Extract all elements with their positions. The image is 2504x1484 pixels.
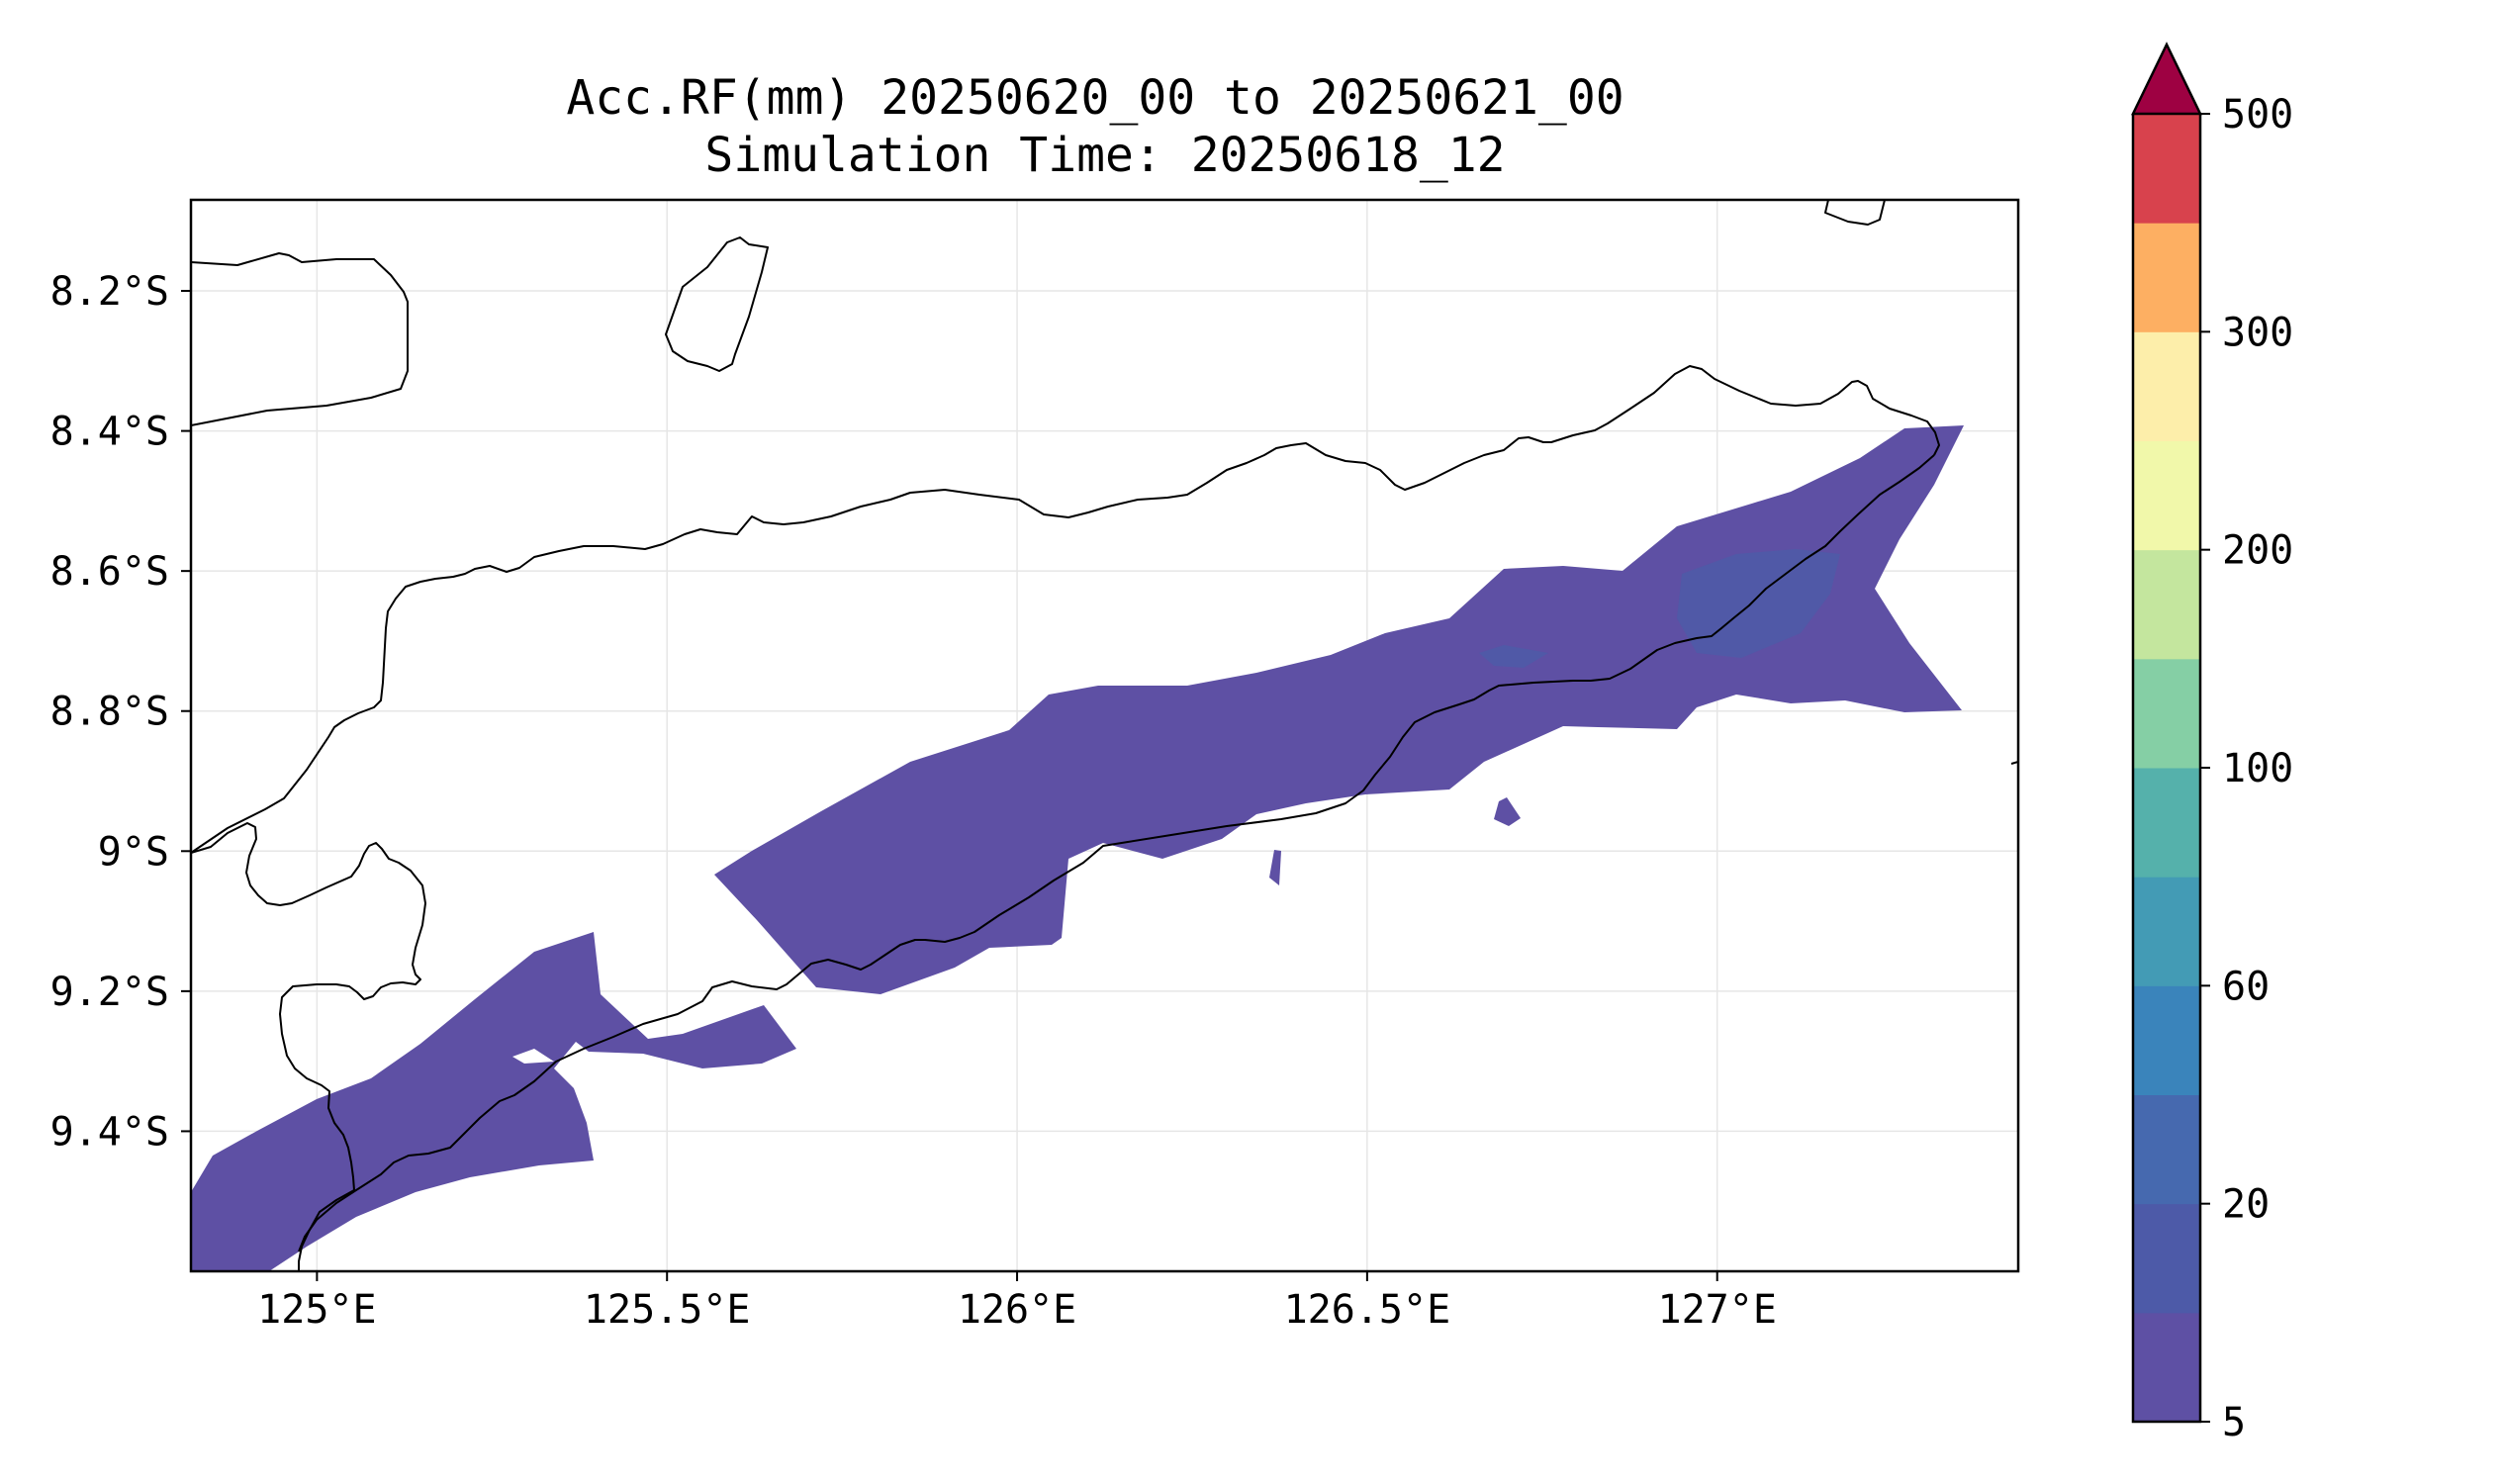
rainfall-region-main bbox=[714, 425, 1964, 994]
y-tick-label: 8.4°S bbox=[50, 410, 169, 455]
colorbar-segment bbox=[2133, 1312, 2200, 1423]
x-tick-label: 125°E bbox=[257, 1287, 376, 1333]
x-tick-label: 126.5°E bbox=[1284, 1287, 1451, 1333]
y-tick-label: 9.2°S bbox=[50, 970, 169, 1015]
rainfall-region-10mm bbox=[1479, 549, 1840, 668]
coastline-timor-inner bbox=[191, 365, 1940, 854]
coastline-atauro-island bbox=[665, 236, 769, 372]
colorbar-tick-label: 300 bbox=[2222, 310, 2293, 355]
map-title: Acc.RF(mm) 20250620_00 to 20250621_00 bbox=[566, 70, 1623, 126]
y-tick-label: 8.8°S bbox=[50, 690, 169, 735]
colorbar-tick-label: 5 bbox=[2222, 1400, 2246, 1445]
colorbar-extend-arrow bbox=[2131, 42, 2202, 116]
colorbar: 5 20 60 100 200 300 500 bbox=[2131, 42, 2293, 1445]
colorbar-tick-label: 60 bbox=[2222, 964, 2270, 1009]
colorbar-segment bbox=[2133, 1094, 2200, 1205]
coastline-northeast-islet bbox=[1824, 200, 1886, 226]
y-tick-label: 8.6°S bbox=[50, 549, 169, 595]
coastline-timor-south bbox=[298, 454, 1935, 1252]
x-tick-label: 126°E bbox=[958, 1287, 1076, 1333]
rainfall-contours bbox=[191, 425, 1964, 1271]
x-tick-label: 125.5°E bbox=[584, 1287, 751, 1333]
coastline-north-island bbox=[191, 252, 409, 426]
colorbar-segment bbox=[2133, 223, 2200, 332]
map-frame bbox=[189, 198, 2020, 1273]
colorbar-tick-label: 20 bbox=[2222, 1182, 2270, 1228]
y-tick-label: 9.4°S bbox=[50, 1109, 169, 1155]
colorbar-segment bbox=[2133, 658, 2200, 769]
y-axis-ticks: 8.2°S 8.4°S 8.6°S 8.8°S 9°S 9.2°S 9.4°S bbox=[50, 269, 191, 1155]
y-tick-label: 9°S bbox=[98, 829, 169, 875]
y-tick-label: 8.2°S bbox=[50, 269, 169, 315]
colorbar-segment bbox=[2133, 114, 2200, 224]
colorbar-tick-label: 200 bbox=[2222, 528, 2293, 574]
colorbar-segment bbox=[2133, 985, 2200, 1095]
rainfall-region-southwest bbox=[191, 932, 796, 1271]
map-axes: 125°E 125.5°E 126°E 126.5°E 127°E 8.2°S 8.4°S… bbox=[50, 198, 2020, 1333]
x-tick-label: 127°E bbox=[1657, 1287, 1776, 1333]
x-axis-ticks: 125°E 125.5°E 126°E 126.5°E 127°E bbox=[257, 1271, 1777, 1333]
colorbar-segment bbox=[2133, 877, 2200, 986]
rainfall-cell-east bbox=[1494, 797, 1521, 826]
colorbar-segment bbox=[2133, 440, 2200, 551]
colorbar-tick-label: 500 bbox=[2222, 92, 2293, 138]
colorbar-segment bbox=[2133, 331, 2200, 441]
colorbar-segment bbox=[2133, 549, 2200, 660]
map-subtitle: Simulation Time: 20250618_12 bbox=[704, 128, 1505, 183]
colorbar-tick-label: 100 bbox=[2222, 746, 2293, 791]
coastlines bbox=[191, 200, 2018, 1271]
colorbar-segment bbox=[2133, 768, 2200, 878]
colorbar-segment bbox=[2133, 1203, 2200, 1314]
rainfall-cell-center bbox=[1269, 850, 1281, 885]
